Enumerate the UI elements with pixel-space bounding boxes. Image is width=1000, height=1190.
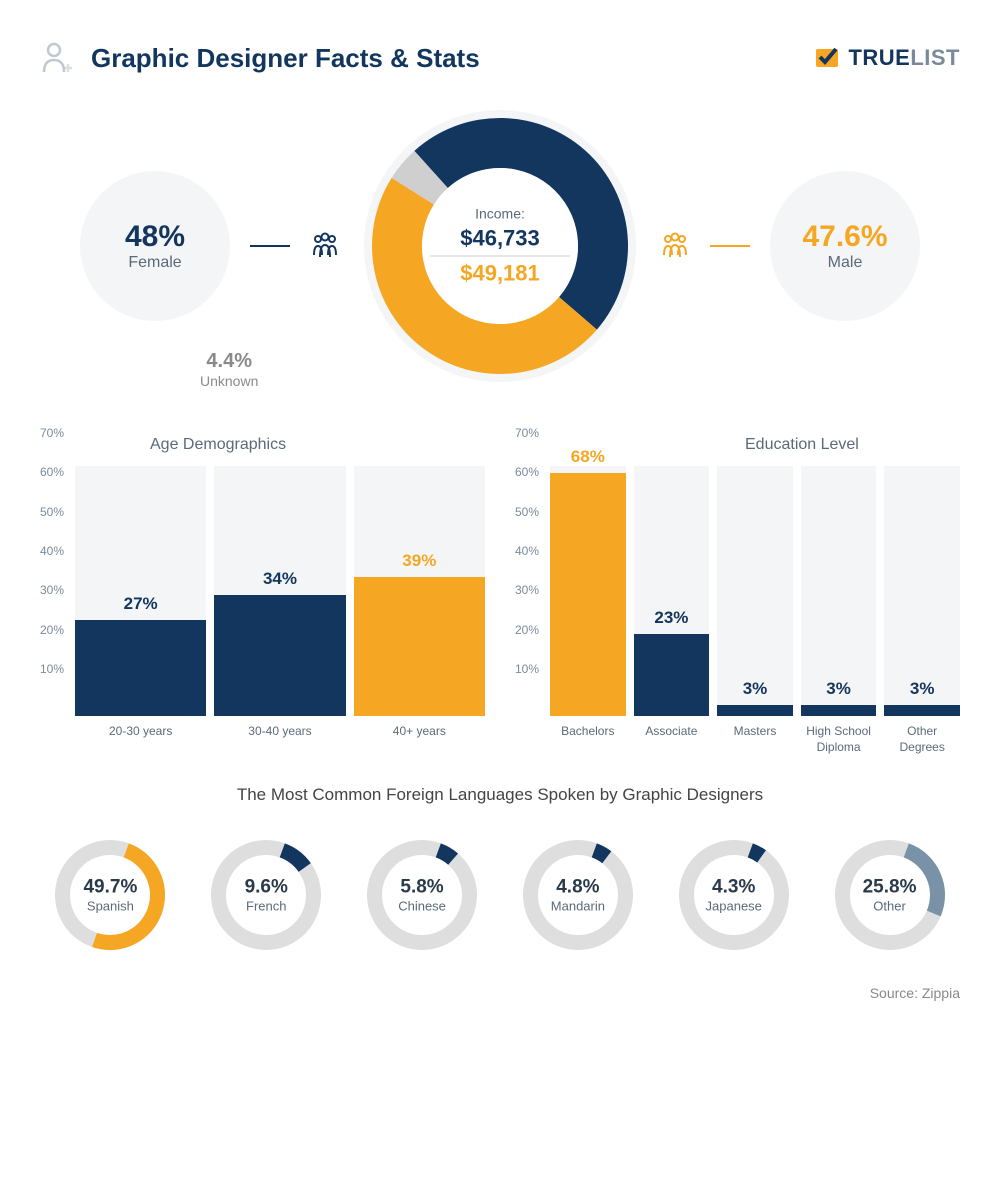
bar-slot: 23% bbox=[634, 466, 710, 716]
language-item: 5.8%Chinese bbox=[352, 830, 493, 960]
female-stat: 48% Female bbox=[80, 171, 230, 321]
x-label: 20-30 years bbox=[75, 724, 206, 740]
bar-value: 23% bbox=[634, 608, 710, 628]
language-item: 4.3%Japanese bbox=[663, 830, 804, 960]
y-tick: 30% bbox=[515, 583, 539, 597]
bar bbox=[214, 595, 345, 716]
y-tick: 60% bbox=[40, 465, 64, 479]
y-tick: 40% bbox=[515, 544, 539, 558]
y-tick: 70% bbox=[40, 426, 64, 440]
lang-pct: 4.8% bbox=[551, 877, 605, 899]
x-label: Masters bbox=[717, 724, 793, 755]
x-label: High School Diploma bbox=[801, 724, 877, 755]
unknown-label: Unknown bbox=[200, 373, 258, 389]
gender-donut: Income: $46,733 $49,181 bbox=[360, 106, 640, 386]
bar-slot: 34% bbox=[214, 466, 345, 716]
brand-logo: TRUELIST bbox=[812, 43, 960, 73]
bar bbox=[550, 473, 626, 716]
y-tick: 10% bbox=[515, 662, 539, 676]
y-tick: 60% bbox=[515, 465, 539, 479]
people-female-icon bbox=[310, 231, 340, 261]
connector-left bbox=[250, 245, 290, 247]
y-tick: 40% bbox=[40, 544, 64, 558]
donut-center: Income: $46,733 $49,181 bbox=[430, 206, 570, 287]
bar-value: 27% bbox=[75, 594, 206, 614]
lang-name: Chinese bbox=[398, 899, 446, 914]
unknown-pct: 4.4% bbox=[200, 350, 258, 373]
gender-section: 48% Female Income: $46,733 $49,181 47.6%… bbox=[40, 106, 960, 386]
lang-name: Japanese bbox=[706, 899, 762, 914]
income-divider bbox=[430, 256, 570, 257]
bar-value: 68% bbox=[550, 447, 626, 467]
income-male: $49,181 bbox=[430, 261, 570, 287]
unknown-stat: 4.4% Unknown bbox=[200, 350, 258, 389]
logo-text: TRUELIST bbox=[848, 45, 960, 71]
lang-pct: 9.6% bbox=[245, 877, 288, 899]
languages-row: 49.7%Spanish 9.6%French 5.8%Chinese 4.8%… bbox=[40, 830, 960, 960]
lang-name: Other bbox=[863, 899, 917, 914]
lang-pct: 49.7% bbox=[83, 877, 137, 899]
header-left: Graphic Designer Facts & Stats bbox=[40, 40, 480, 76]
lang-pct: 25.8% bbox=[863, 877, 917, 899]
x-label: Other Degrees bbox=[884, 724, 960, 755]
bar bbox=[634, 634, 710, 716]
male-pct: 47.6% bbox=[802, 220, 887, 254]
bar-value: 3% bbox=[717, 679, 793, 699]
male-stat: 47.6% Male bbox=[770, 171, 920, 321]
connector-right bbox=[710, 245, 750, 247]
bar bbox=[717, 705, 793, 716]
bar bbox=[75, 620, 206, 716]
person-icon bbox=[40, 40, 76, 76]
bar bbox=[354, 577, 485, 716]
language-item: 9.6%French bbox=[196, 830, 337, 960]
header: Graphic Designer Facts & Stats TRUELIST bbox=[40, 40, 960, 76]
x-label: 40+ years bbox=[354, 724, 485, 740]
bar bbox=[884, 705, 960, 716]
lang-pct: 4.3% bbox=[706, 877, 762, 899]
bar-charts: Age Demographics 10% 20% 30% 40% 50% 60% 70% 27%… bbox=[40, 426, 960, 755]
bar-slot: 3% bbox=[801, 466, 877, 716]
chart-title: Education Level bbox=[745, 436, 859, 454]
bar bbox=[801, 705, 877, 716]
lang-pct: 5.8% bbox=[398, 877, 446, 899]
bar-value: 39% bbox=[354, 551, 485, 571]
bar-value: 3% bbox=[884, 679, 960, 699]
edu-chart: Education Level 10% 20% 30% 40% 50% 60% 70% 68% 2… bbox=[515, 426, 960, 755]
bar-slot: 39% bbox=[354, 466, 485, 716]
y-tick: 50% bbox=[515, 505, 539, 519]
y-tick: 20% bbox=[40, 623, 64, 637]
language-item: 4.8%Mandarin bbox=[507, 830, 648, 960]
y-tick: 20% bbox=[515, 623, 539, 637]
lang-name: Mandarin bbox=[551, 899, 605, 914]
y-tick: 50% bbox=[40, 505, 64, 519]
x-label: 30-40 years bbox=[214, 724, 345, 740]
bar-slot: 3% bbox=[884, 466, 960, 716]
income-female: $46,733 bbox=[430, 226, 570, 252]
lang-name: Spanish bbox=[83, 899, 137, 914]
page-title: Graphic Designer Facts & Stats bbox=[91, 43, 480, 74]
language-item: 49.7%Spanish bbox=[40, 830, 181, 960]
y-tick: 70% bbox=[515, 426, 539, 440]
y-tick: 10% bbox=[40, 662, 64, 676]
bar-value: 34% bbox=[214, 569, 345, 589]
female-pct: 48% bbox=[125, 220, 185, 254]
bar-slot: 68% bbox=[550, 466, 626, 716]
bar-slot: 3% bbox=[717, 466, 793, 716]
age-chart: Age Demographics 10% 20% 30% 40% 50% 60% 70% 27%… bbox=[40, 426, 485, 755]
bar-value: 3% bbox=[801, 679, 877, 699]
languages-title: The Most Common Foreign Languages Spoken… bbox=[40, 785, 960, 805]
people-male-icon bbox=[660, 231, 690, 261]
source-text: Source: Zippia bbox=[40, 985, 960, 1001]
x-label: Associate bbox=[634, 724, 710, 755]
lang-name: French bbox=[245, 899, 288, 914]
y-tick: 30% bbox=[40, 583, 64, 597]
language-item: 25.8%Other bbox=[819, 830, 960, 960]
male-label: Male bbox=[828, 254, 863, 272]
logo-icon bbox=[812, 43, 842, 73]
bar-slot: 27% bbox=[75, 466, 206, 716]
income-label: Income: bbox=[430, 206, 570, 222]
female-label: Female bbox=[128, 254, 181, 272]
x-label: Bachelors bbox=[550, 724, 626, 755]
chart-title: Age Demographics bbox=[150, 436, 286, 454]
